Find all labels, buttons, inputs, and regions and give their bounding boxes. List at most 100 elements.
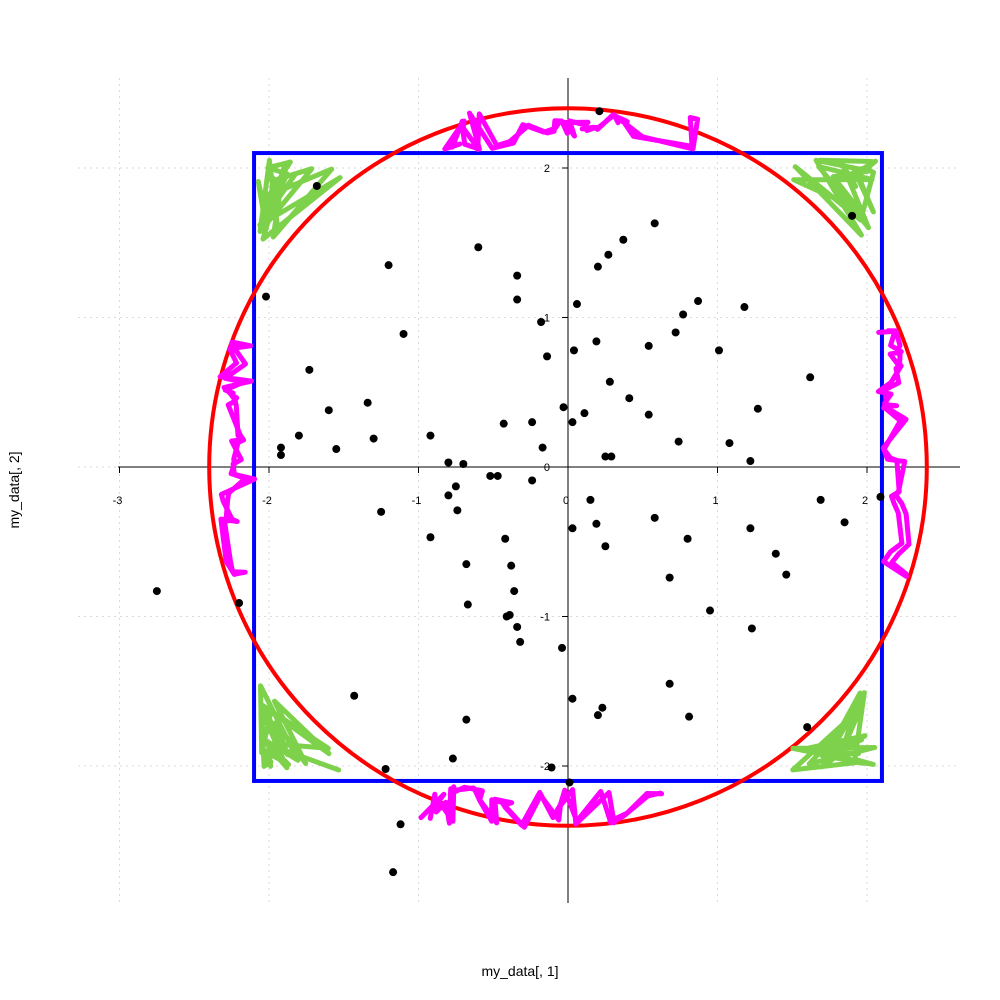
data-point [605,377,614,386]
data-point [426,533,435,542]
x-tick-label: -1 [412,495,422,507]
data-point [499,419,508,428]
data-point [389,868,398,877]
data-point [592,337,601,346]
data-point [502,612,511,621]
data-point [262,292,271,301]
data-point [601,542,610,551]
data-point [706,606,715,615]
data-point [569,346,578,355]
data-point [462,715,471,724]
data-point [753,404,762,413]
data-point [568,524,577,533]
data-point [586,495,595,504]
data-point [593,711,602,720]
data-point [462,560,471,569]
data-point [876,492,885,501]
data-point [644,341,653,350]
x-tick-label: -3 [113,495,123,507]
data-point [513,295,522,304]
data-point [565,778,574,787]
corner-scribble-top-left [255,157,343,242]
data-point [559,403,568,412]
data-point [324,406,333,415]
data-point [399,329,408,338]
data-point [746,457,755,466]
data-point [396,820,405,829]
data-point [276,451,285,460]
red-circle [207,106,929,828]
data-point [528,476,537,485]
data-point [572,300,581,309]
data-point [619,235,628,244]
y-tick-label: 1 [544,313,550,325]
data-point [350,691,359,700]
data-point [444,458,453,467]
edge-scribble-left [217,339,258,577]
data-point [459,460,468,469]
data-point [235,599,244,608]
data-point [694,297,703,306]
data-point [558,643,567,652]
data-point [332,445,341,454]
data-point [714,346,723,355]
data-point [665,573,674,582]
data-point [848,211,857,220]
y-tick-label: -2 [540,761,550,773]
data-point [644,410,653,419]
x-tick-label: 1 [712,495,718,507]
data-point [595,107,604,116]
x-axis-title: my_data[, 1] [481,963,558,979]
data-point [474,243,483,252]
scribble-annotations [217,110,912,830]
data-point [513,271,522,280]
data-point [747,624,756,633]
data-point [604,250,613,259]
data-point [674,437,683,446]
data-point [448,754,457,763]
data-point [592,519,601,528]
data-point [665,679,674,688]
data-point [593,262,602,271]
data-point [683,534,692,543]
data-point [679,310,688,319]
data-point [493,471,502,480]
corner-scribble-bottom-right [790,690,878,773]
data-point [650,513,659,522]
edge-scribble-bottom [418,784,665,830]
data-point [363,398,372,407]
data-point [771,549,780,558]
data-point [782,570,791,579]
y-axis-title: my_data[, 2] [6,451,22,528]
data-point [543,352,552,361]
data-point [528,418,537,427]
data-point [671,328,680,337]
data-point [463,600,472,609]
data-point [377,507,386,516]
data-point [276,443,285,452]
data-point [444,491,453,500]
edge-scribble-top [442,110,701,152]
data-point [568,418,577,427]
data-point [453,506,462,515]
data-point [580,409,589,418]
data-point [384,261,393,270]
corner-scribble-bottom-left [258,683,342,773]
edge-scribble-right [875,328,912,579]
data-point [486,471,495,480]
x-tick-label: -2 [262,495,272,507]
data-point [516,637,525,646]
data-point [625,394,634,403]
circle-outline [207,106,929,828]
data-point [607,452,616,461]
data-point [381,764,390,773]
data-point [746,524,755,533]
data-point [507,561,516,570]
data-point [501,534,510,543]
data-point [426,431,435,440]
data-point [803,723,812,732]
data-point [294,431,303,440]
x-tick-label: 0 [563,495,569,507]
data-point [806,373,815,382]
